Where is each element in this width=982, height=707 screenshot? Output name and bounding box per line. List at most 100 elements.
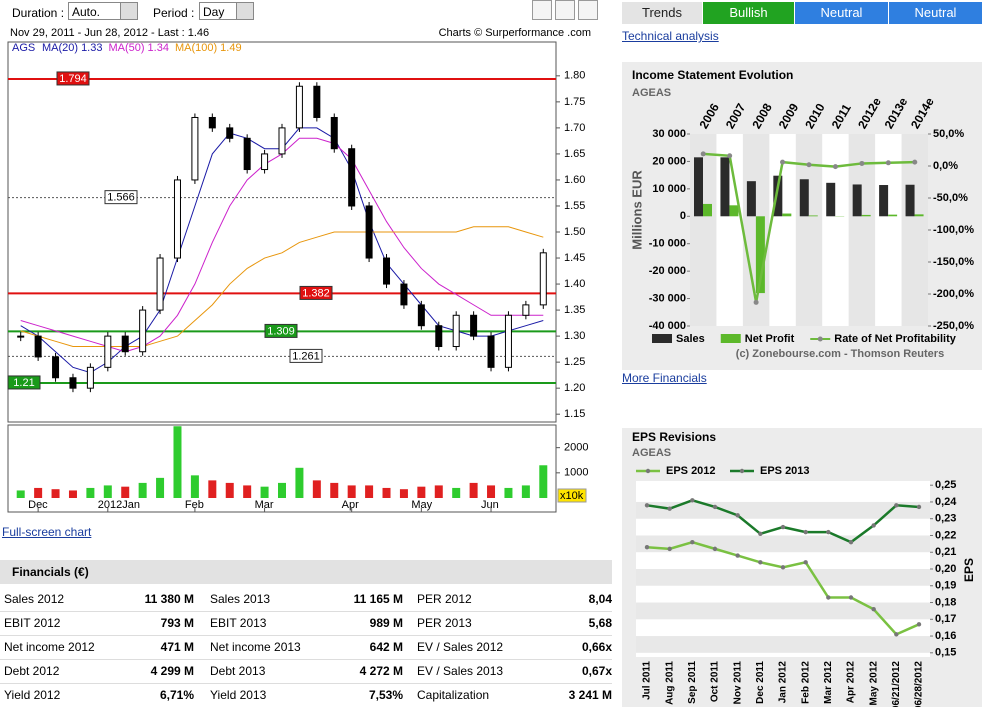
cell-label: Sales 2013: [210, 592, 271, 606]
cell-label: Debt 2012: [4, 664, 60, 678]
x-tick-label: May: [411, 499, 432, 511]
candle: [261, 153, 269, 171]
candle: [69, 377, 77, 389]
legend-label: MA(20): [42, 42, 78, 54]
bar-icon[interactable]: [578, 0, 598, 20]
duration-select[interactable]: Auto.: [68, 2, 138, 20]
cell-value: 8,04: [588, 592, 612, 606]
bar: [861, 214, 871, 217]
level-label: 1.382: [302, 287, 330, 299]
full-screen-link[interactable]: Full-screen chart: [2, 525, 92, 539]
y2-tick-label: -100,0%: [933, 224, 974, 236]
y-tick-label: 1.60: [564, 174, 585, 186]
y-tick-label: 0,19: [935, 580, 956, 592]
y2-tick-label: -200,0%: [933, 288, 974, 300]
line-icon[interactable]: [555, 0, 575, 20]
y2-tick-label: -150,0%: [933, 256, 974, 268]
more-financials-link[interactable]: More Financials: [622, 371, 707, 385]
financials-row: Yield 2012 6,71% Yield 2013 7,53% Capitaliza…: [0, 683, 612, 707]
y-tick-label: 0: [680, 210, 686, 222]
bar: [852, 184, 862, 217]
y-tick-label: -10 000: [649, 238, 686, 250]
candle: [435, 325, 443, 348]
eps-point: [826, 595, 831, 600]
volume-bar: [434, 485, 443, 498]
volume-bar: [225, 482, 234, 498]
cell-value: 0,66x: [581, 640, 612, 654]
financials-row: Net income 2012 471 M Net income 2013 642 M…: [0, 635, 612, 660]
eps-point: [690, 498, 695, 503]
y2-tick-label: 0,0%: [933, 160, 958, 172]
eps-point: [848, 539, 854, 545]
x-tick-label: Mar 2012: [823, 661, 834, 704]
financials-title: Financials (€): [0, 560, 612, 584]
level-box: [299, 285, 333, 300]
volume-bar: [103, 485, 112, 498]
x-tick-label: Dec: [28, 499, 48, 511]
volume-bar: [417, 486, 426, 498]
volume-bar: [487, 485, 496, 498]
y-tick-label: 1.55: [564, 200, 585, 212]
technical-analysis-link[interactable]: Technical analysis: [622, 29, 719, 43]
y-tick-label: 0,17: [935, 613, 956, 625]
volume-bar: [173, 426, 182, 498]
level-label: 1.261: [292, 350, 320, 362]
bar: [720, 157, 730, 217]
cell-label: Debt 2013: [210, 664, 266, 678]
chart-subtitle: AGEAS: [632, 447, 671, 459]
eps-point: [690, 539, 695, 545]
legend-swatch: [817, 336, 823, 342]
y-tick-label: 0,20: [935, 563, 956, 575]
candle: [504, 314, 512, 368]
chart-title: Income Statement Evolution: [632, 68, 793, 82]
y-tick-label: 1.80: [564, 70, 585, 82]
bar: [888, 214, 898, 217]
y-tick-label: 0,18: [935, 596, 956, 608]
volume-bar: [260, 486, 269, 498]
rate-point: [859, 160, 865, 166]
candle: [278, 127, 286, 155]
symbol: AGS: [12, 42, 35, 54]
rate-point: [885, 160, 891, 166]
cell-label: EV / Sales 2013: [417, 664, 504, 678]
candle: [487, 335, 495, 368]
x-tick-label: 06/21/2012: [891, 661, 902, 707]
candle: [522, 304, 530, 316]
chart-title: EPS Revisions: [632, 430, 716, 444]
cell-value: 642 M: [369, 640, 403, 654]
x-tick-label: Nov 2011: [732, 661, 743, 705]
volume-bar: [399, 489, 408, 498]
level-box: [104, 190, 138, 205]
cell-label: PER 2013: [417, 616, 472, 630]
cell-label: Net income 2013: [210, 640, 301, 654]
bar: [905, 184, 915, 217]
bar: [808, 215, 818, 217]
rate-point: [780, 159, 786, 165]
volume-bar: [278, 482, 286, 498]
y-tick-label: -40 000: [649, 320, 686, 332]
y-tick-label: 1.15: [564, 408, 585, 420]
candle: [539, 252, 547, 306]
volume-bar: [34, 487, 43, 498]
period-select[interactable]: Day: [199, 2, 254, 20]
band: [848, 134, 876, 326]
band: [901, 134, 928, 326]
candle: [86, 366, 94, 389]
y-tick-label: 1.65: [564, 148, 585, 160]
level-label: 1.794: [59, 73, 87, 85]
y-tick-label: 0,25: [935, 479, 956, 491]
candle: [208, 116, 216, 129]
y-axis-label: Millions EUR: [629, 170, 644, 250]
trends-label: Trends: [622, 2, 702, 24]
candle-icon[interactable]: [532, 0, 552, 20]
candle: [400, 283, 408, 306]
cell-value: 7,53%: [368, 688, 403, 702]
y-tick-label: 0,21: [935, 546, 956, 558]
eps-point: [712, 546, 718, 552]
eps-point: [644, 503, 650, 508]
y-tick-label: 1000: [564, 467, 588, 479]
eps-point: [735, 513, 740, 518]
legend-swatch: [652, 334, 672, 343]
cell-label: Yield 2013: [210, 688, 267, 702]
eps-point: [712, 504, 718, 510]
